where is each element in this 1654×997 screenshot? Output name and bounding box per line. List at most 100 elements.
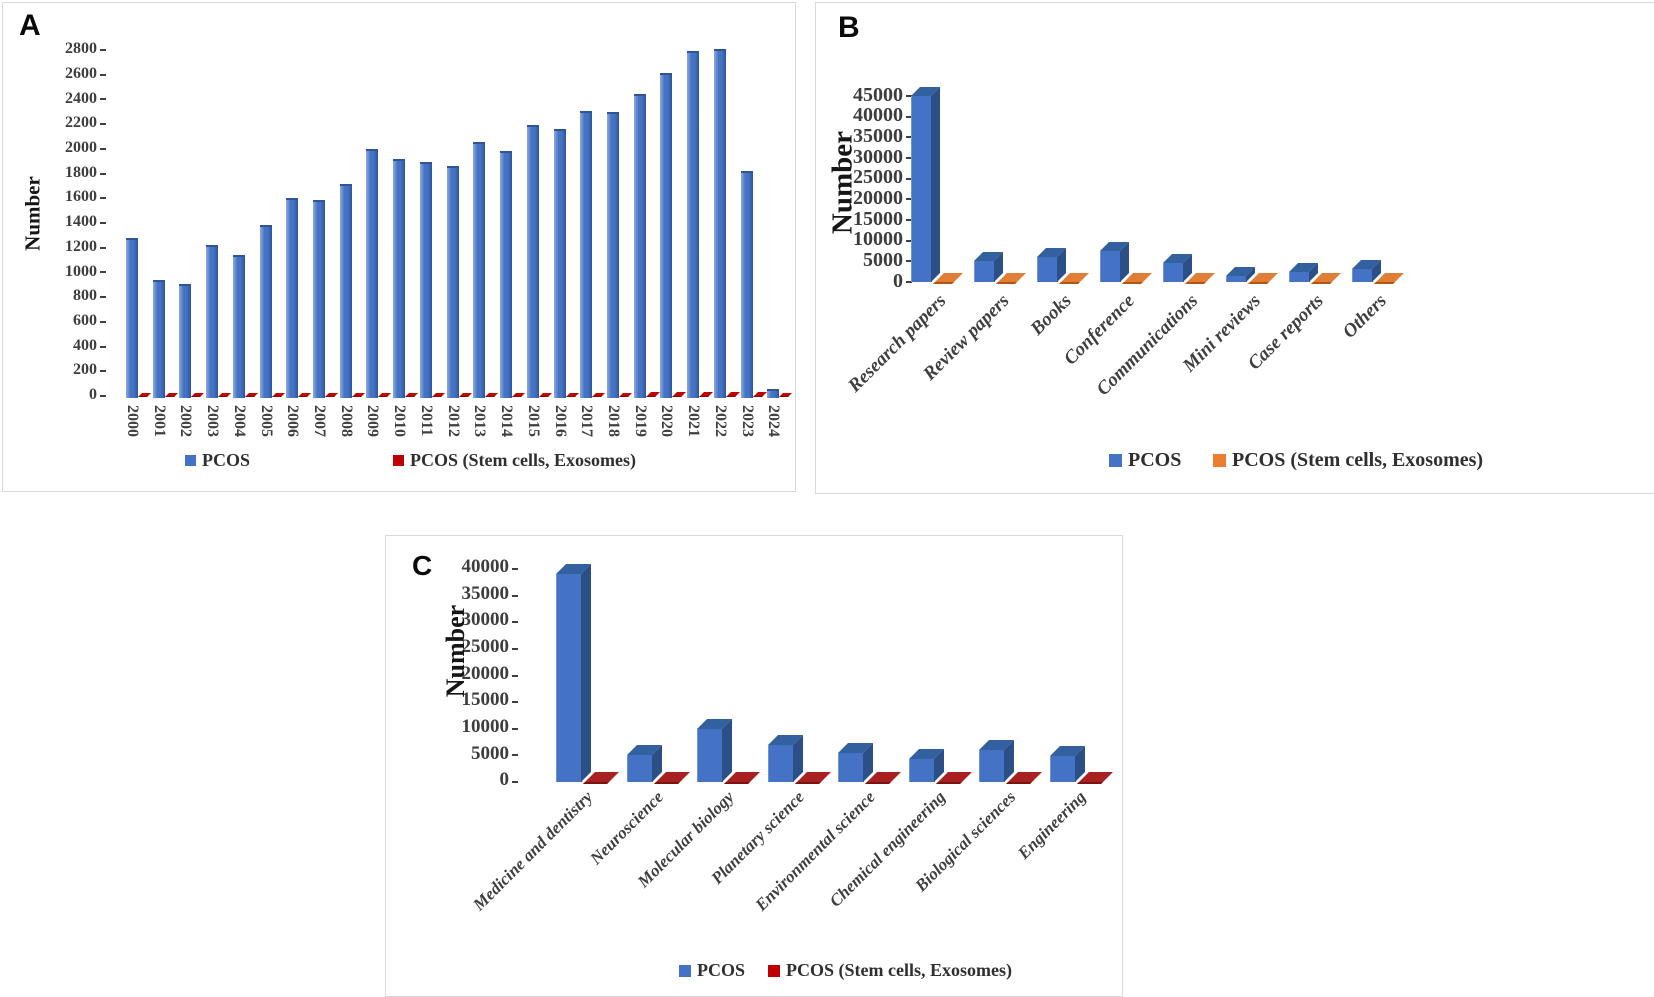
x-tick-label-2016: 2016 <box>552 405 569 437</box>
y-tick-mark <box>100 271 106 273</box>
bar-pcos--neuroscience <box>627 755 653 782</box>
legend-swatch-pcos-stem-cells-exosomes <box>393 455 404 466</box>
y-tick-label: 2400 <box>65 90 97 107</box>
x-tick-label-2007: 2007 <box>311 405 328 437</box>
y-tick-mark <box>100 197 106 199</box>
x-tick-label-2005: 2005 <box>258 405 275 437</box>
x-tick-label-2013: 2013 <box>471 405 488 437</box>
panel-a: A 0 200 400 600 800 1000 1200 1400 1600 1800 2000 2… <box>2 2 796 492</box>
bar-pcos-stem-cells-exosomes--2016 <box>566 393 579 397</box>
y-tick-mark <box>100 296 106 298</box>
y-tick-label: 1400 <box>65 213 97 230</box>
legend-item-pcos-stem-cells-exosomes: PCOS (Stem cells, Exosomes) <box>1213 449 1483 472</box>
bar-pcos--review-papers <box>974 261 995 282</box>
y-tick-mark <box>906 178 912 180</box>
bar-pcos--conference-side <box>1120 242 1129 282</box>
x-tick-label-2020: 2020 <box>658 405 675 437</box>
y-tick-label: 45000 <box>853 84 903 106</box>
legend-label-pcos-stem-cells-exosomes: PCOS (Stem cells, Exosomes) <box>410 450 636 470</box>
y-axis-title: Number <box>441 604 470 698</box>
bar-pcos-stem-cells-exosomes--2015 <box>539 393 552 397</box>
y-tick-label: 400 <box>73 337 97 354</box>
legend-swatch-pcos-stem-cells-exosomes <box>1213 454 1226 467</box>
y-tick-mark <box>512 568 518 570</box>
chart-b-publication-types: 0 5000 10000 15000 20000 25000 30000 35000 40000… <box>816 3 1654 493</box>
bar-pcos--planetary-science-side <box>793 735 803 782</box>
y-tick-mark <box>906 116 912 118</box>
bar-pcos--medicine-and-dentistry <box>556 574 582 782</box>
y-tick-label: 20000 <box>853 187 903 209</box>
y-tick-mark <box>100 247 106 249</box>
x-tick-label-2024: 2024 <box>765 405 782 437</box>
bar-pcos--engineering <box>1050 756 1076 782</box>
y-tick-mark <box>512 728 518 730</box>
bar-pcos--2015 <box>527 125 539 398</box>
y-tick-mark <box>906 157 912 159</box>
y-tick-mark <box>512 648 518 650</box>
y-tick-label: 0 <box>893 270 903 292</box>
y-tick-mark <box>906 281 912 283</box>
bar-pcos-stem-cells-exosomes--2003 <box>218 393 231 397</box>
y-tick-mark <box>100 321 106 323</box>
bar-pcos--case-reports <box>1289 272 1310 282</box>
legend-swatch-pcos-stem-cells-exosomes <box>768 964 780 977</box>
bar-pcos--2011 <box>420 162 432 398</box>
y-tick-label: 25000 <box>853 166 903 188</box>
y-tick-label: 10000 <box>461 716 510 737</box>
y-tick-mark <box>100 395 106 397</box>
legend-swatch-pcos <box>1109 454 1122 467</box>
bar-pcos-stem-cells-exosomes--2019 <box>646 392 660 397</box>
bar-pcos--molecular-biology <box>697 729 723 782</box>
x-tick-label-2023: 2023 <box>739 405 756 437</box>
bar-pcos-stem-cells-exosomes--2013 <box>485 393 498 397</box>
bar-pcos-stem-cells-exosomes--2023 <box>753 392 767 397</box>
x-tick-label-2002: 2002 <box>177 405 194 437</box>
y-tick-mark <box>512 621 518 623</box>
y-tick-mark <box>512 595 518 597</box>
y-tick-label: 15000 <box>853 208 903 230</box>
y-tick-mark <box>100 123 106 125</box>
bar-pcos--2009 <box>366 149 378 398</box>
legend-swatch-pcos <box>185 455 196 466</box>
y-tick-mark <box>512 701 518 703</box>
bar-pcos--research-papers-side <box>931 87 940 282</box>
panel-label-a: A <box>19 9 41 42</box>
bar-pcos-stem-cells-exosomes--2001 <box>165 393 178 397</box>
y-tick-label: 25000 <box>461 636 510 657</box>
x-tick-label-environmental-science: Environmental science <box>751 787 879 915</box>
x-tick-label-2000: 2000 <box>124 405 141 437</box>
bar-pcos--2019 <box>634 94 646 398</box>
bar-pcos-stem-cells-exosomes--2005 <box>272 393 285 397</box>
bar-pcos-stem-cells-exosomes--2007 <box>325 393 338 397</box>
legend-label-pcos: PCOS <box>1128 449 1182 471</box>
bar-pcos--2007 <box>313 200 325 398</box>
y-tick-label: 40000 <box>853 104 903 126</box>
bar-pcos-stem-cells-exosomes--2004 <box>245 393 258 397</box>
y-tick-mark <box>100 370 106 372</box>
y-tick-label: 2200 <box>65 114 97 131</box>
y-tick-label: 30000 <box>461 609 510 630</box>
legend-item-pcos: PCOS <box>185 450 250 471</box>
x-tick-label-2008: 2008 <box>338 405 355 437</box>
bar-pcos--2022 <box>714 49 726 398</box>
legend-item-pcos-stem-cells-exosomes: PCOS (Stem cells, Exosomes) <box>768 960 1012 981</box>
bar-pcos-stem-cells-exosomes--2010 <box>405 393 418 397</box>
bar-pcos--2001 <box>153 280 165 398</box>
bar-pcos--2010 <box>393 159 405 398</box>
bar-pcos--2017 <box>580 111 592 398</box>
panel-label-c: C <box>412 550 433 581</box>
bar-pcos--2024 <box>767 389 779 398</box>
x-tick-label-2004: 2004 <box>231 405 248 437</box>
bar-pcos--planetary-science <box>768 745 794 782</box>
bar-pcos--conference <box>1100 251 1121 282</box>
legend-label-pcos: PCOS <box>697 960 746 980</box>
y-tick-mark <box>906 198 912 200</box>
x-tick-label-2021: 2021 <box>685 405 702 437</box>
y-tick-label: 0 <box>89 386 97 403</box>
x-tick-label-2011: 2011 <box>418 405 435 437</box>
y-tick-label: 10000 <box>853 228 903 250</box>
bar-pcos--2023 <box>741 171 753 398</box>
y-tick-mark <box>512 781 518 783</box>
bar-pcos--environmental-science <box>838 753 864 782</box>
y-tick-label: 40000 <box>461 556 510 577</box>
